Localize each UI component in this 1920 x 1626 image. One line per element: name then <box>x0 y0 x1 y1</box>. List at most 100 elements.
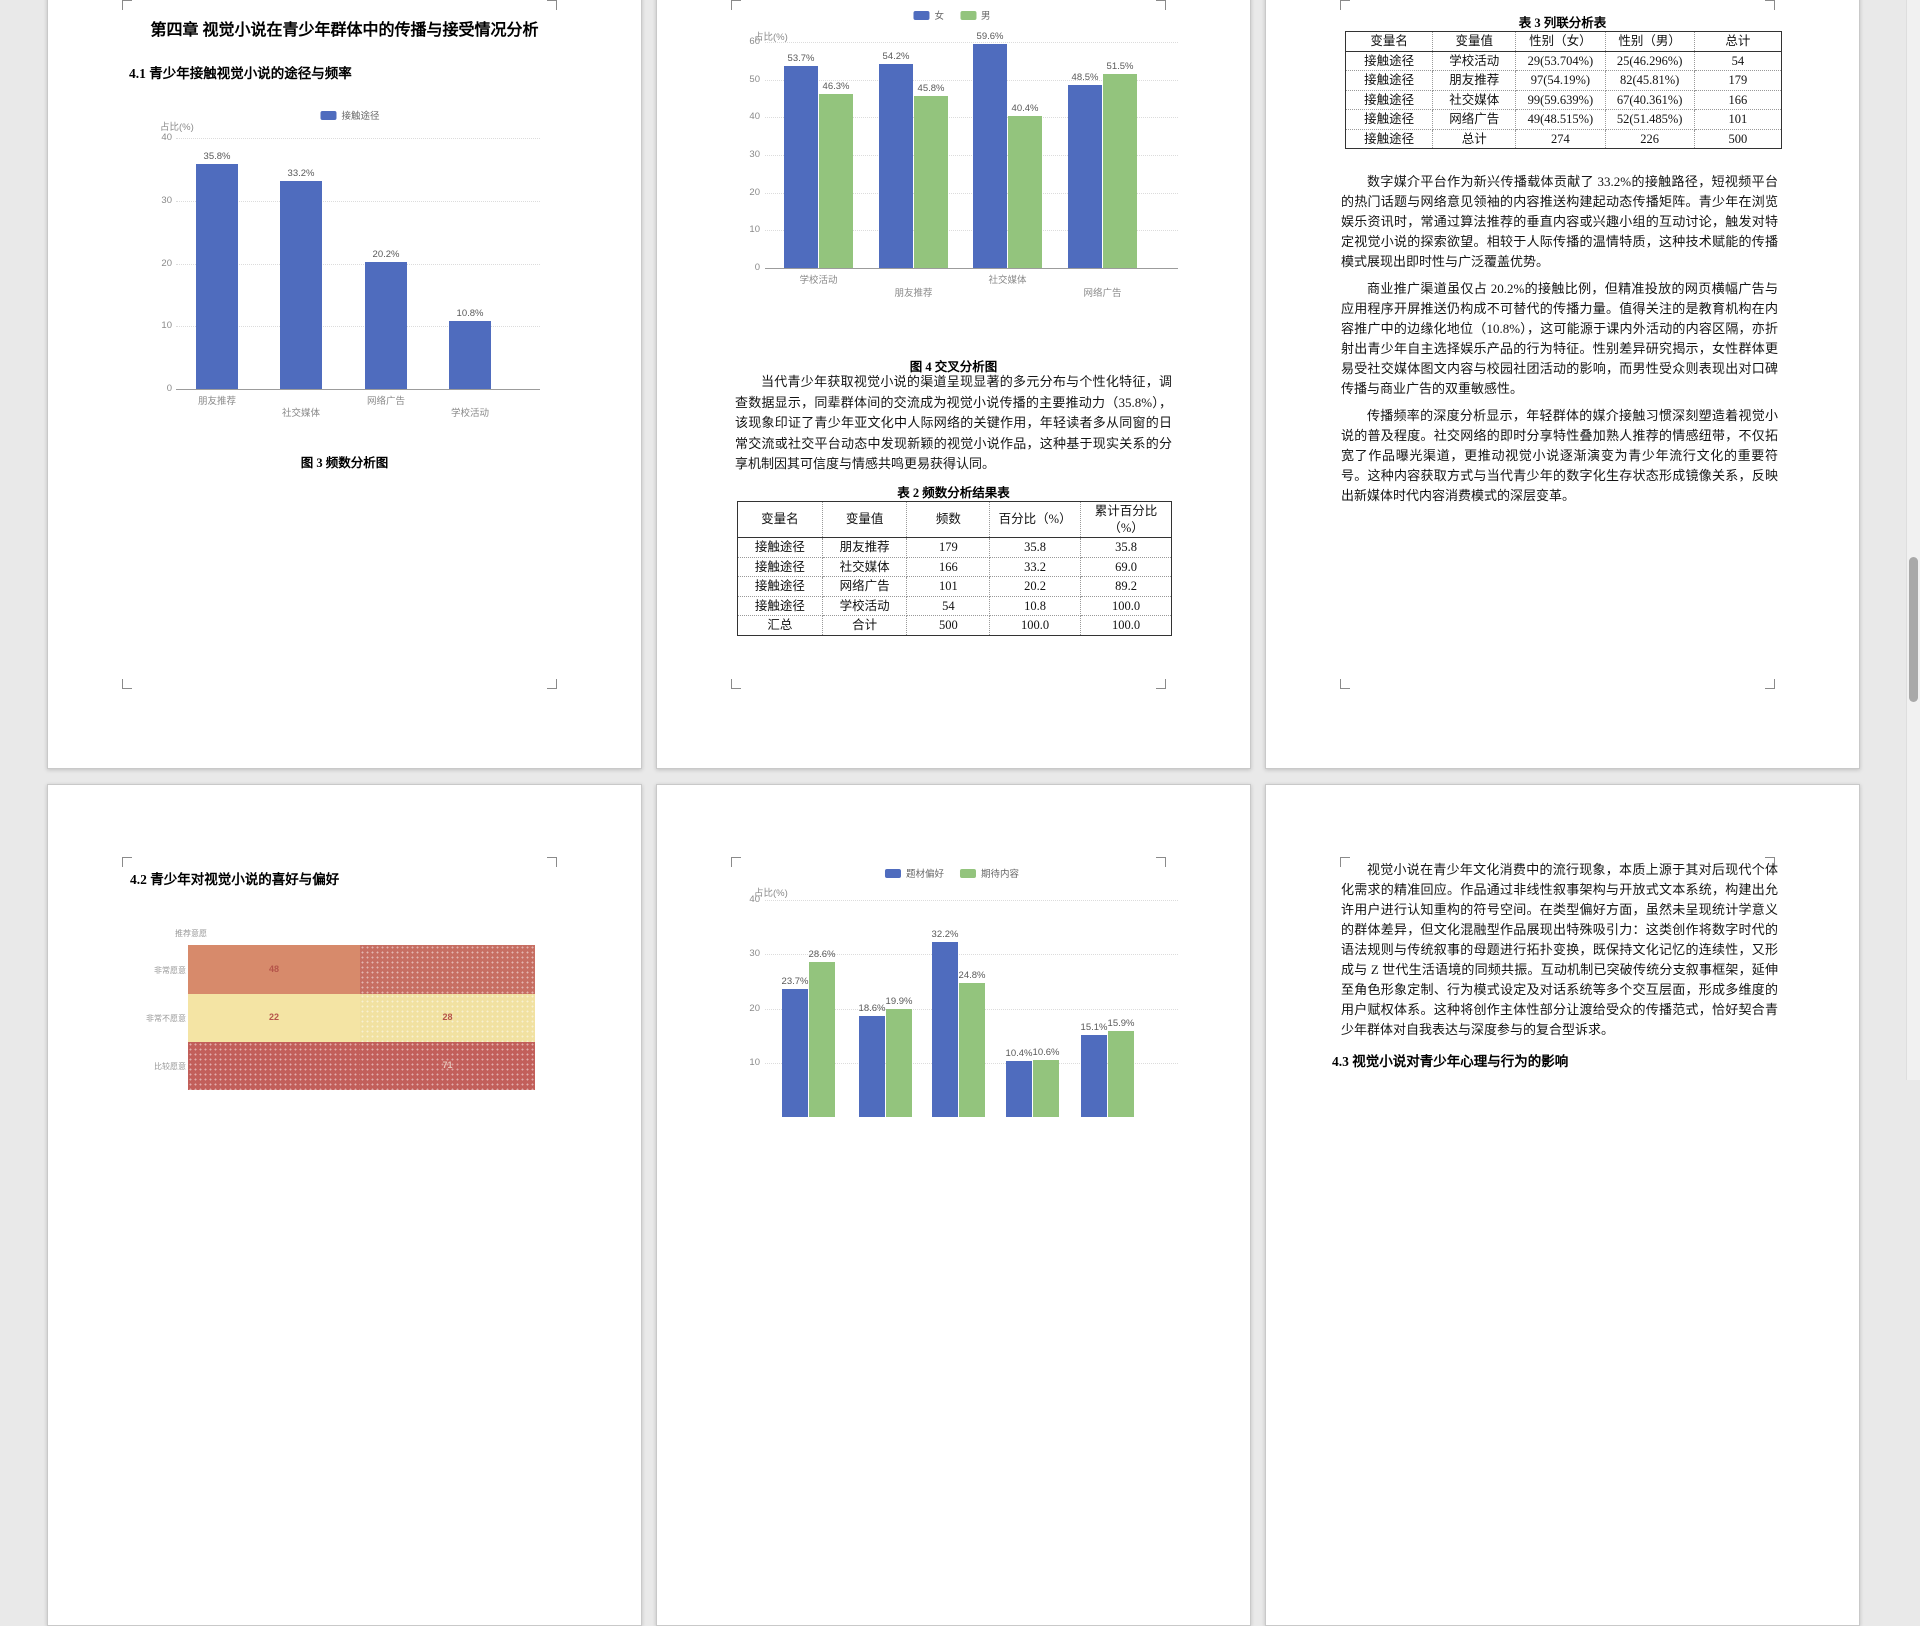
figure-4-caption: 图 4 交叉分析图 <box>909 360 998 374</box>
legend-swatch-icon <box>884 868 901 878</box>
table-cell: 35.8 <box>989 537 1082 558</box>
bar-value-label: 32.2% <box>931 929 959 941</box>
bar-value-label: 24.8% <box>958 969 986 981</box>
page-1 <box>47 0 642 769</box>
table-cell: 接触途径 <box>1346 51 1434 71</box>
table-header-cell: 性别（女） <box>1515 32 1606 52</box>
gridline <box>765 192 1178 194</box>
chart-legend: 题材偏好 期待内容 <box>884 866 1020 880</box>
table-header-cell: 变量值 <box>822 502 908 538</box>
x-axis-line <box>176 389 540 390</box>
bar <box>809 961 835 1117</box>
heatmap-cell-value: 22 <box>268 1012 279 1022</box>
table-cell: 接触途径 <box>738 576 823 597</box>
table-cell: 67(40.361%) <box>1605 90 1695 110</box>
table-row: 接触途径 学校活动 54 10.8 100.0 <box>738 596 1171 616</box>
page2-paragraph: 当代青少年获取视觉小说的渠道呈现显著的多元分布与个性化特征，调查数据显示，同辈群… <box>735 372 1172 482</box>
page6-paragraph: 视觉小说在青少年文化消费中的流行现象，本质上源于其对后现代个体化需求的精准回应。… <box>1341 860 1778 1047</box>
table-header-cell: 变量值 <box>1432 32 1517 52</box>
bar <box>914 95 948 268</box>
bar-value-label: 53.7% <box>787 52 815 64</box>
heatmap-cell-value: 48 <box>268 963 279 974</box>
table-cell: 29(53.704%) <box>1515 51 1606 71</box>
table-cell: 社交媒体 <box>1432 90 1517 110</box>
legend-label: 期待内容 <box>981 869 1020 880</box>
gridline <box>176 138 540 139</box>
table-cell: 朋友推荐 <box>822 537 908 558</box>
heatmap-cell <box>360 994 535 1042</box>
bar-value-label: 23.7% <box>781 975 809 987</box>
table-cell: 接触途径 <box>738 537 823 558</box>
bar <box>782 988 808 1117</box>
y-tick-label: 0 <box>754 262 760 273</box>
y-tick-label: 20 <box>749 1002 760 1014</box>
table-header-cell: 总计 <box>1694 32 1781 52</box>
bar-value-label: 45.8% <box>917 82 945 94</box>
gridline <box>765 117 1178 119</box>
legend-item: 女 <box>913 8 944 22</box>
table-cell: 179 <box>906 537 991 558</box>
legend-label: 接触途径 <box>341 111 380 122</box>
paragraph-text: 商业推广渠道虽仅占 20.2%的接触比例，但精准投放的网页横幅广告与应用程序开屏… <box>1341 281 1778 396</box>
y-tick-label: 0 <box>166 383 172 394</box>
table-cell: 总计 <box>1432 129 1517 148</box>
table-cell: 166 <box>906 557 991 577</box>
y-tick-label: 30 <box>749 149 760 161</box>
bar-value-label: 10.4% <box>1005 1047 1033 1059</box>
bar-value-label: 19.9% <box>885 996 913 1008</box>
gridline <box>765 155 1178 157</box>
y-axis-label: 占比(%) <box>754 32 788 43</box>
bar <box>959 982 985 1117</box>
bar <box>280 180 322 389</box>
paragraph-text: 数字媒介平台作为新兴传播载体贡献了 33.2%的接触路径，短视频平台的热门话题与… <box>1341 174 1778 269</box>
legend-swatch-icon <box>960 10 976 20</box>
chapter-title: 第四章 视觉小说在青少年群体中的传播与接受情况分析 <box>150 22 539 39</box>
table-cell: 100.0 <box>1080 596 1171 616</box>
legend-label: 题材偏好 <box>905 869 944 880</box>
table-cell: 166 <box>1694 90 1781 110</box>
x-tick-label: 朋友推荐 <box>894 288 933 299</box>
bar-value-label: 15.1% <box>1080 1022 1108 1034</box>
y-tick-label: 10 <box>749 1056 760 1068</box>
legend-swatch-icon <box>913 10 930 20</box>
y-tick-label: 10 <box>749 224 760 236</box>
bar <box>1033 1059 1059 1117</box>
x-tick-label: 网络广告 <box>366 396 405 407</box>
table-cell: 合计 <box>822 615 908 635</box>
bar <box>1008 115 1042 268</box>
table-row: 汇总 合计 500 100.0 100.0 <box>738 615 1171 635</box>
bar <box>1081 1035 1107 1117</box>
x-axis-line <box>765 268 1178 269</box>
table-row: 接触途径 学校活动 29(53.704%) 25(46.296%) 54 <box>1346 51 1781 71</box>
x-tick-label: 网络广告 <box>1083 288 1122 299</box>
bar <box>1068 85 1102 268</box>
table-cell: 25(46.296%) <box>1605 51 1695 71</box>
table-cell: 接触途径 <box>1346 70 1434 91</box>
bar <box>365 262 407 389</box>
heatmap-row-label: 非常不愿意 <box>146 1014 186 1023</box>
table-header-cell: 百分比（%） <box>989 502 1082 538</box>
table-cell: 101 <box>906 576 991 597</box>
gridline <box>765 42 1178 44</box>
gridline <box>765 230 1178 232</box>
y-tick-label: 10 <box>161 320 172 332</box>
table-cell: 接触途径 <box>1346 109 1434 130</box>
y-tick-label: 40 <box>161 132 172 143</box>
table-cell: 101 <box>1694 109 1781 130</box>
bar <box>859 1016 885 1117</box>
scrollbar-thumb[interactable] <box>1909 557 1918 702</box>
bar-value-label: 35.8% <box>203 151 231 163</box>
bar <box>886 1009 912 1117</box>
table-cell: 汇总 <box>738 615 823 635</box>
bar <box>196 164 238 389</box>
y-tick-label: 50 <box>749 73 760 85</box>
heatmap-cell <box>188 945 360 994</box>
y-tick-label: 40 <box>749 111 760 123</box>
gridline <box>765 900 1178 902</box>
vertical-scrollbar[interactable] <box>1906 0 1920 1080</box>
table-cell: 500 <box>1728 131 1748 146</box>
bar-value-label: 40.4% <box>1011 102 1039 114</box>
table-cell: 69.0 <box>1080 557 1171 577</box>
bar-value-label: 59.6% <box>976 30 1004 42</box>
table-row: 接触途径 总计 274 226 500 <box>1346 129 1781 148</box>
